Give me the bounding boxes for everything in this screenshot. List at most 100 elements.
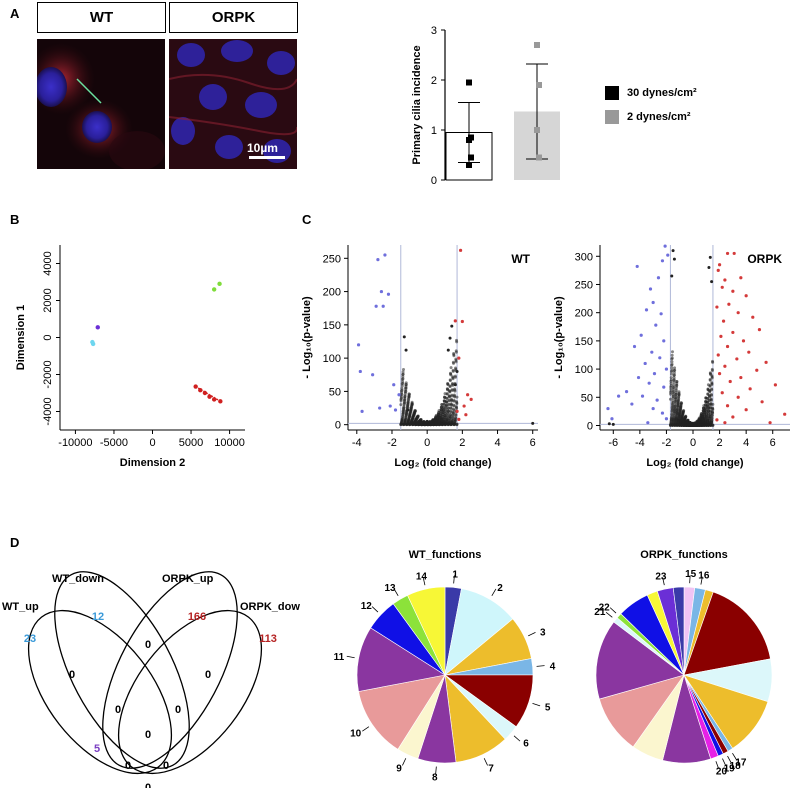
insignificant-point [669,390,673,394]
x-tick-label: 0 [424,437,430,449]
x-tick-label: -4 [635,437,645,449]
legend-label-2: 2 dynes/cm² [627,111,691,123]
insignificant-point [671,423,675,427]
insignificant-point [670,363,674,367]
down-point [388,404,392,408]
y-tick-label: -4000 [42,397,54,425]
x-axis-label: Dimension 2 [120,457,185,469]
insignificant-point [675,380,679,384]
insignificant-point [455,338,459,342]
insignificant-point [448,371,452,375]
insignificant-point [425,419,429,423]
insignificant-point [703,420,707,424]
mds-plot: -10000 -5000 0 5000 10000 4000 2000 0 -2000 -4000… [15,245,245,469]
wt-micrograph-art [37,43,165,169]
insignificant-point [445,387,449,391]
down-point [654,323,658,327]
insignificant-point [673,408,677,412]
up-point [717,371,722,376]
pie-leader [346,655,355,659]
insignificant-point [701,406,705,410]
insignificant-point [401,412,405,416]
insignificant-point [706,411,710,415]
pie-leader [362,726,370,732]
insignificant-point [707,394,711,398]
insignificant-point [446,411,450,415]
insignificant-point [455,369,459,373]
insignificant-point [607,422,611,426]
insignificant-point [447,402,451,406]
insignificant-point [448,384,452,388]
venn-count-orpk-up-only: 166 [188,611,206,623]
down-point [663,244,667,248]
x-axis-label: Log₂ (fold change) [394,457,491,469]
insignificant-point [687,423,691,427]
insignificant-point [611,422,615,426]
insignificant-point [420,423,424,427]
insignificant-point [399,403,403,407]
insignificant-point [673,422,677,426]
up-point [728,379,732,384]
insignificant-point [702,418,706,422]
insignificant-point [406,417,410,421]
venn-label-orpk-down: ORPK_down [240,601,300,613]
insignificant-point [703,411,707,415]
x-tick-label: 0 [690,437,696,449]
insignificant-point [448,417,452,421]
venn-label-orpk-up: ORPK_up [162,573,214,585]
insignificant-point [704,414,708,418]
insignificant-points [668,350,715,427]
orpk-micrograph: 10µm [169,39,297,169]
insignificant-point [677,392,681,396]
y-tick-label: 0 [587,420,593,432]
up-point [783,412,787,416]
insignificant-point [677,390,681,394]
x-tick-label: -5000 [100,437,128,449]
down-point [379,289,384,294]
insignificant-point [434,423,438,427]
x-tick-label: -2 [387,437,397,449]
down-point [386,292,391,296]
y-tick-label: 0 [431,175,437,187]
insignificant-point [453,387,457,391]
insignificant-point [402,398,406,402]
y-tick-label: 300 [575,251,593,263]
venn-count-wt-up-orpk-down: 5 [94,743,100,755]
insignificant-point [414,417,418,421]
down-point [635,264,639,269]
insignificant-point [451,413,455,417]
y-tick-label: 200 [323,287,341,299]
down-point [664,367,669,371]
insignificant-point [446,409,450,413]
insignificant-point [401,373,405,377]
insignificant-point [399,389,403,393]
insignificant-point [703,408,707,412]
insignificant-point [669,370,673,374]
insignificant-point [674,416,678,420]
y-tick-label: 250 [575,279,593,291]
insignificant-point [707,421,711,425]
down-point [383,253,387,257]
up-point [723,364,727,368]
insignificant-point [706,418,710,422]
data-point [468,154,474,161]
pie-label: 9 [396,763,402,774]
wt-volcano-plot: -4 -2 0 2 4 6 0 50 100 150 200 250 - Log₁₀(p-value) L… [301,245,538,469]
insignificant-point [402,335,406,339]
insignificant-point [708,378,712,382]
insignificant-point [400,382,404,386]
y-tick-label: 250 [323,253,341,265]
insignificant-point [454,413,458,417]
pie-label: 5 [545,703,551,714]
insignificant-point [672,411,676,415]
down-point [606,406,610,411]
insignificant-point [709,423,713,427]
pie-leader [483,758,488,766]
pie-leader [491,588,497,597]
y-tick-label: 0 [335,420,341,432]
insignificant-point [441,408,445,412]
insignificant-point [449,366,453,370]
venn-count: 0 [145,729,151,741]
insignificant-point [677,417,681,421]
up-point [723,278,727,282]
